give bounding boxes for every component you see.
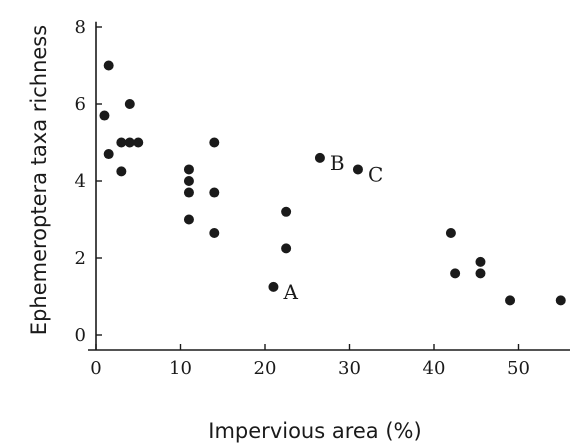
data-point <box>209 227 220 238</box>
y-tick-label: 4 <box>75 171 86 192</box>
x-tick-label: 0 <box>90 358 101 379</box>
data-point <box>183 187 194 198</box>
data-point <box>99 110 110 121</box>
y-axis-ticks: 0 2 4 6 8 <box>75 17 102 346</box>
data-points <box>99 60 566 306</box>
data-point <box>555 295 566 306</box>
data-point <box>475 268 486 279</box>
data-point <box>268 281 279 292</box>
x-tick-label: 40 <box>423 358 446 379</box>
data-point <box>314 152 325 163</box>
data-point <box>103 60 114 71</box>
point-annotation-c: C <box>368 162 383 186</box>
data-point <box>103 149 114 160</box>
x-axis-label: Impervious area (%) <box>208 419 421 443</box>
point-annotations: A B C <box>282 151 383 304</box>
y-tick-label: 0 <box>75 325 86 346</box>
x-axis-ticks: 0 10 20 30 40 50 <box>90 344 530 379</box>
x-tick-label: 10 <box>169 358 192 379</box>
x-tick-label: 30 <box>338 358 361 379</box>
data-point <box>281 206 292 217</box>
data-point <box>475 256 486 267</box>
y-axis-label: Ephemeroptera taxa richness <box>27 25 51 335</box>
y-tick-label: 2 <box>75 248 86 269</box>
data-point <box>183 214 194 225</box>
data-point <box>281 243 292 254</box>
point-annotation-b: B <box>330 151 345 175</box>
data-point <box>124 99 135 109</box>
data-point <box>183 176 194 186</box>
data-point <box>116 137 127 148</box>
data-point <box>124 137 135 148</box>
point-annotation-a: A <box>282 280 298 304</box>
data-point <box>450 268 461 279</box>
y-tick-label: 6 <box>75 94 86 115</box>
data-point <box>116 166 127 177</box>
data-point <box>133 137 144 148</box>
data-point <box>352 164 363 175</box>
x-tick-label: 50 <box>507 358 530 379</box>
data-point <box>505 295 516 306</box>
data-point <box>445 227 456 238</box>
y-tick-label: 8 <box>75 17 86 38</box>
data-point <box>209 187 220 198</box>
data-point <box>183 164 194 175</box>
axes <box>88 21 570 351</box>
data-point <box>209 137 220 148</box>
x-tick-label: 20 <box>254 358 277 379</box>
